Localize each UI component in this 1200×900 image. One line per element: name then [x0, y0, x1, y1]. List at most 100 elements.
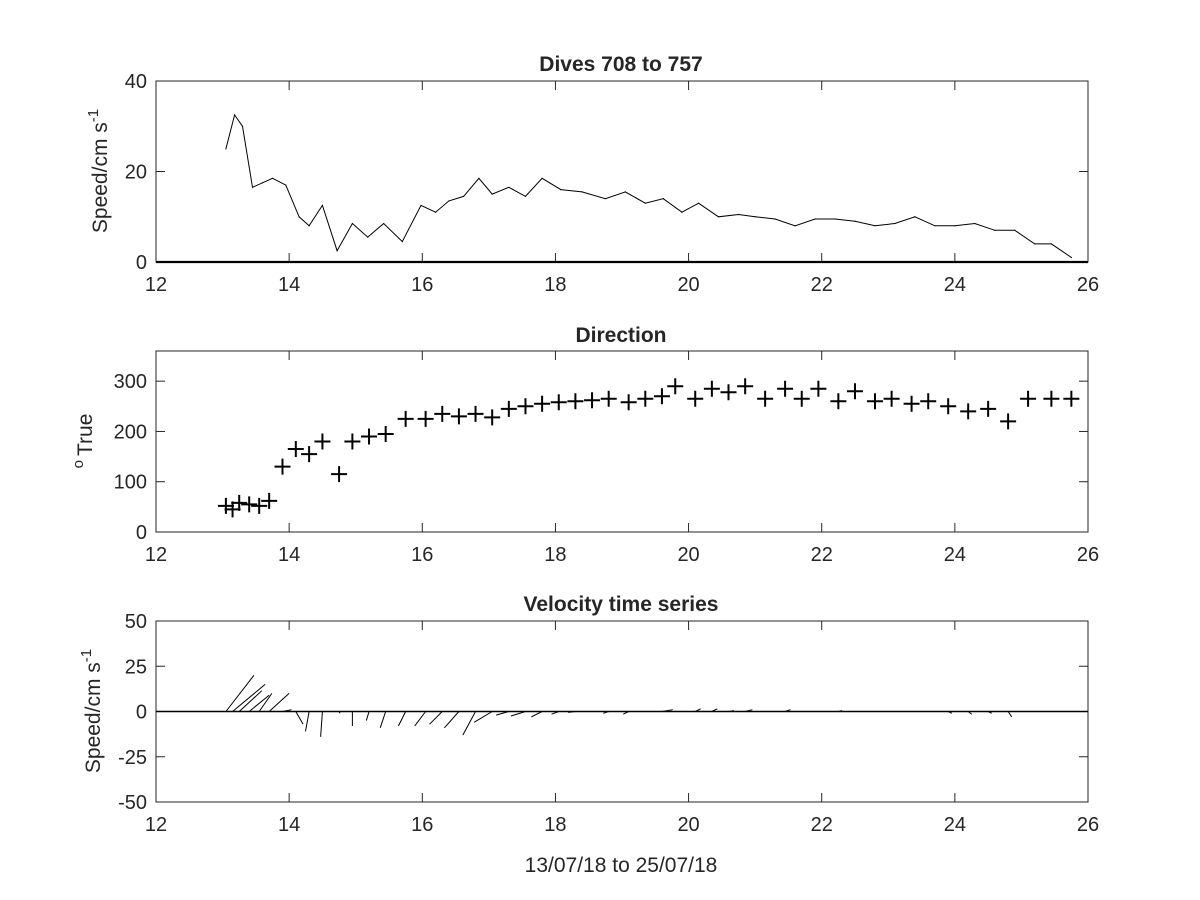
speed-data-point [814, 218, 816, 220]
direction-plus-marker [517, 398, 534, 415]
speed-data-point [1014, 229, 1016, 231]
speed-y-tick-label: 20 [125, 162, 147, 184]
direction-plus-marker [777, 380, 794, 397]
direction-plus-marker [500, 400, 517, 417]
direction-y-tick-label: 0 [136, 522, 147, 544]
direction-plus-marker [810, 380, 827, 397]
velocity-y-label-superscript: -1 [78, 649, 95, 662]
speed-data-point [1050, 243, 1052, 245]
direction-plus-marker [757, 390, 774, 407]
velocity-x-tick-label: 26 [1077, 814, 1099, 836]
direction-plus-marker [261, 492, 278, 509]
speed-x-tick-label: 26 [1077, 274, 1099, 296]
velocity-stick [268, 693, 290, 712]
speed-data-point [1034, 243, 1036, 245]
direction-axes-box [155, 350, 1089, 533]
speed-data-point [491, 193, 493, 195]
speed-data [156, 113, 1088, 264]
direction-plus-marker [1020, 390, 1037, 407]
speed-data-point [225, 148, 227, 150]
speed-y-tick-label: 40 [125, 71, 147, 93]
direction-x-tick-label: 26 [1077, 544, 1099, 566]
speed-data-point [604, 198, 606, 200]
direction-x-tick-label: 18 [544, 544, 566, 566]
velocity-stick [414, 711, 427, 727]
direction-plus-marker [1043, 390, 1060, 407]
velocity-stick [225, 674, 255, 712]
velocity-stick [838, 710, 843, 712]
velocity-stick [462, 711, 476, 736]
direction-y-label-superscript: o [70, 460, 87, 468]
direction-plus-marker [361, 428, 378, 445]
direction-plus-marker [960, 403, 977, 420]
direction-x-tick-label: 20 [677, 544, 699, 566]
speed-x-tick-label: 22 [811, 274, 833, 296]
direction-x-tick-label: 24 [944, 544, 966, 566]
velocity-x-tick-label: 12 [145, 814, 167, 836]
velocity-x-tick-label: 22 [811, 814, 833, 836]
velocity-x-tick-label: 24 [944, 814, 966, 836]
velocity-stick [365, 711, 370, 721]
velocity-stick [568, 711, 576, 713]
velocity-data [156, 674, 1088, 737]
speed-data-point [834, 218, 836, 220]
direction-data [217, 378, 1080, 518]
speed-data-point [974, 222, 976, 225]
velocity-stick [603, 711, 609, 714]
direction-plus-marker [251, 497, 268, 514]
direction-plus-marker [467, 405, 484, 422]
velocity-stick [728, 710, 735, 712]
direction-plus-marker [301, 446, 318, 463]
speed-data-point [581, 191, 583, 193]
speed-y-label: Speed/cm s-1 [85, 109, 112, 233]
direction-plus-marker [287, 441, 304, 458]
speed-data-point [478, 177, 480, 179]
direction-plus-marker [417, 410, 434, 427]
direction-plus-marker [720, 384, 737, 401]
speed-data-point [662, 198, 664, 200]
velocity-x-tick-label: 16 [411, 814, 433, 836]
direction-plus-marker [584, 392, 601, 409]
velocity-y-label-text: Speed/cm s [82, 662, 105, 773]
speed-data-point [462, 195, 465, 197]
direction-plus-marker [217, 497, 234, 514]
direction-plus-marker [344, 433, 361, 450]
direction-ticks: 12 14 16 18 20 22 24 26 0 100 200 300 [114, 351, 1099, 566]
direction-plus-marker [224, 501, 241, 518]
speed-data-point [308, 225, 310, 227]
direction-chart-title: Direction [575, 324, 666, 347]
speed-data-point [383, 222, 385, 225]
direction-plus-marker [653, 388, 670, 405]
speed-data-point [934, 225, 936, 227]
direction-x-tick-label: 14 [278, 544, 300, 566]
velocity-y-tick-label: 0 [136, 702, 147, 724]
direction-y-label: o True [70, 414, 97, 469]
speed-data-point [754, 216, 756, 218]
velocity-stick [551, 711, 559, 715]
speed-data-point [233, 114, 236, 116]
direction-plus-marker [377, 425, 394, 442]
speed-data-point [914, 216, 916, 218]
velocity-stick [232, 683, 266, 712]
direction-plus-marker [1000, 413, 1017, 430]
direction-plus-marker [940, 398, 957, 415]
speed-data-point [954, 225, 956, 227]
velocity-y-tick-label: 50 [125, 611, 147, 633]
velocity-y-label: Speed/cm s-1 [78, 649, 105, 773]
speed-data-point [894, 222, 896, 225]
velocity-y-tick-label: -25 [118, 747, 147, 769]
speed-ticks: 12 14 16 18 20 22 24 26 0 20 40 [125, 71, 1099, 296]
direction-plus-marker [883, 390, 900, 407]
speed-x-tick-label: 14 [278, 274, 300, 296]
direction-plus-marker [550, 394, 567, 411]
velocity-chart-title: Velocity time series [524, 593, 719, 616]
speed-x-tick-label: 12 [145, 274, 167, 296]
direction-plus-marker [903, 395, 920, 412]
velocity-y-tick-label: -50 [118, 792, 147, 814]
speed-data-point [774, 218, 776, 220]
speed-y-label-superscript: -1 [85, 109, 102, 122]
speed-data-point [717, 216, 720, 218]
direction-y-tick-label: 100 [114, 472, 147, 494]
velocity-stick [947, 711, 953, 714]
